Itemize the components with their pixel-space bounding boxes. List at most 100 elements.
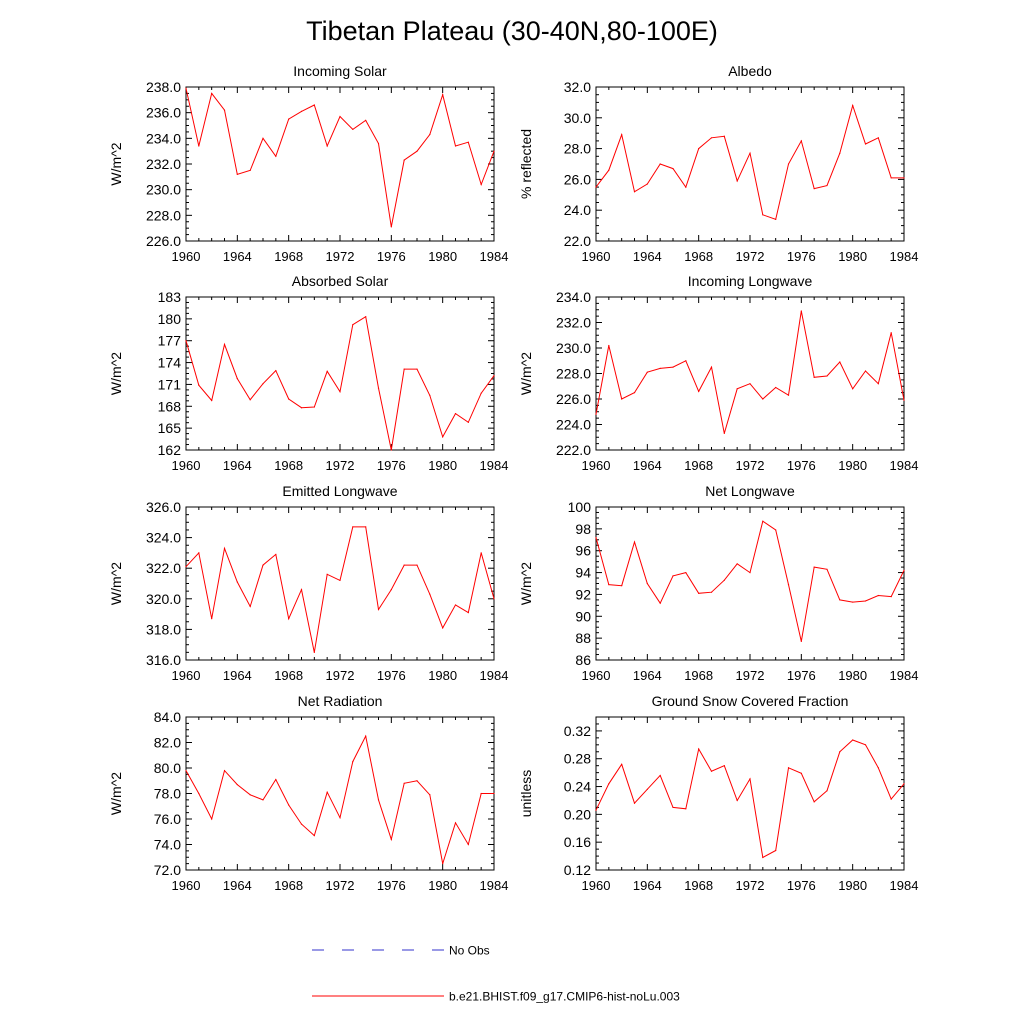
data-point xyxy=(339,579,341,582)
data-point xyxy=(390,226,392,228)
x-tick-label: 1964 xyxy=(223,878,252,893)
data-point xyxy=(710,770,713,772)
series-line-albedo xyxy=(595,103,904,221)
data-point xyxy=(185,566,187,568)
data-point xyxy=(877,137,879,139)
data-point xyxy=(749,571,751,574)
panel-emitted-longwave: Emitted Longwave W/m^2 1960 1964 1968 1972 197… xyxy=(108,483,508,683)
data-point xyxy=(236,173,238,175)
data-point xyxy=(198,145,200,147)
x-tick-label: 1976 xyxy=(377,668,406,683)
y-tick-label: 0.24 xyxy=(564,779,591,795)
data-point xyxy=(211,818,213,820)
data-point xyxy=(710,137,713,139)
data-point xyxy=(595,186,597,188)
data-point xyxy=(198,792,200,795)
x-tick-label: 1968 xyxy=(684,458,713,473)
x-tick-label: 1960 xyxy=(172,458,201,473)
data-point xyxy=(377,387,380,389)
y-tick-label: 226.0 xyxy=(146,233,181,249)
data-point xyxy=(839,361,841,363)
x-tick-label: 1976 xyxy=(787,458,816,473)
y-tick-label: 80.0 xyxy=(154,760,181,776)
data-point xyxy=(595,413,597,415)
x-tick-label: 1964 xyxy=(223,668,252,683)
data-point xyxy=(313,104,315,106)
data-point xyxy=(710,366,713,368)
y-tick-label: 82.0 xyxy=(154,735,181,751)
x-tick-label: 1976 xyxy=(377,249,406,264)
plot-frame xyxy=(595,506,905,661)
data-point xyxy=(852,739,854,741)
data-point xyxy=(352,761,354,763)
data-point xyxy=(339,115,341,118)
x-tick-label: 1984 xyxy=(890,668,919,683)
data-point xyxy=(416,150,418,152)
data-point xyxy=(839,152,841,154)
data-point xyxy=(365,526,367,528)
y-tick-label: 222.0 xyxy=(556,442,591,458)
y-tick-label: 232.0 xyxy=(556,315,591,331)
y-tick-label: 232.0 xyxy=(146,156,181,172)
data-point xyxy=(390,589,392,591)
data-point xyxy=(621,134,623,136)
data-point xyxy=(621,763,623,765)
data-point xyxy=(275,155,277,157)
data-point xyxy=(480,552,482,554)
x-tick-label: 1984 xyxy=(480,878,509,893)
x-tick-label: 1964 xyxy=(633,668,662,683)
x-tick-label: 1980 xyxy=(428,878,457,893)
legend-entry-obs: No Obs xyxy=(312,944,490,958)
panel-net-radiation: Net Radiation W/m^2 1960 1964 1968 1972 1976 19… xyxy=(108,693,508,893)
data-point xyxy=(852,104,854,107)
data-point xyxy=(877,594,879,597)
data-point xyxy=(903,569,905,571)
plot-frame xyxy=(185,506,495,661)
data-point xyxy=(800,640,802,643)
data-point xyxy=(352,324,354,326)
panel-absorbed-solar: Absorbed Solar W/m^2 1960 1964 1968 1972 1976 1… xyxy=(108,273,508,473)
data-point xyxy=(211,399,213,402)
data-point xyxy=(403,564,405,566)
x-tick-label: 1980 xyxy=(838,878,867,893)
panel-title: Incoming Solar xyxy=(293,63,387,79)
x-tick-label: 1984 xyxy=(480,458,509,473)
y-tick-label: 0.12 xyxy=(564,862,591,878)
y-tick-label: 228.0 xyxy=(146,207,181,223)
data-point xyxy=(633,541,636,543)
data-point xyxy=(608,169,610,171)
data-point xyxy=(646,371,648,373)
y-tick-label: 234.0 xyxy=(146,130,181,146)
data-point xyxy=(198,552,200,554)
y-tick-label: 100 xyxy=(568,499,592,515)
data-point xyxy=(249,169,251,172)
y-tick-label: 180 xyxy=(158,311,182,327)
data-point xyxy=(493,375,495,377)
data-point xyxy=(262,564,264,566)
data-point xyxy=(467,141,469,143)
data-point xyxy=(698,390,700,392)
data-point xyxy=(416,368,418,370)
y-tick-label: 168 xyxy=(158,398,182,414)
data-point xyxy=(800,140,802,142)
data-point xyxy=(762,214,764,216)
data-point xyxy=(813,188,815,190)
y-tick-label: 32.0 xyxy=(564,79,591,95)
data-point xyxy=(480,392,482,394)
data-point xyxy=(249,794,251,796)
data-point xyxy=(300,589,303,591)
data-point xyxy=(608,583,610,586)
y-tick-label: 26.0 xyxy=(564,171,591,187)
y-tick-label: 224.0 xyxy=(556,417,591,433)
data-point xyxy=(736,799,738,802)
panels: Incoming Solar W/m^2 1960 1964 1968 1972 1976 1… xyxy=(108,63,918,893)
y-tick-label: 0.16 xyxy=(564,834,591,850)
y-tick-label: 0.20 xyxy=(564,806,591,822)
x-tick-label: 1972 xyxy=(326,668,355,683)
data-point xyxy=(646,788,648,790)
panel-title: Albedo xyxy=(728,63,772,79)
x-tick-label: 1968 xyxy=(274,458,303,473)
data-point xyxy=(429,133,431,136)
data-point xyxy=(313,406,315,408)
data-point xyxy=(223,547,226,549)
